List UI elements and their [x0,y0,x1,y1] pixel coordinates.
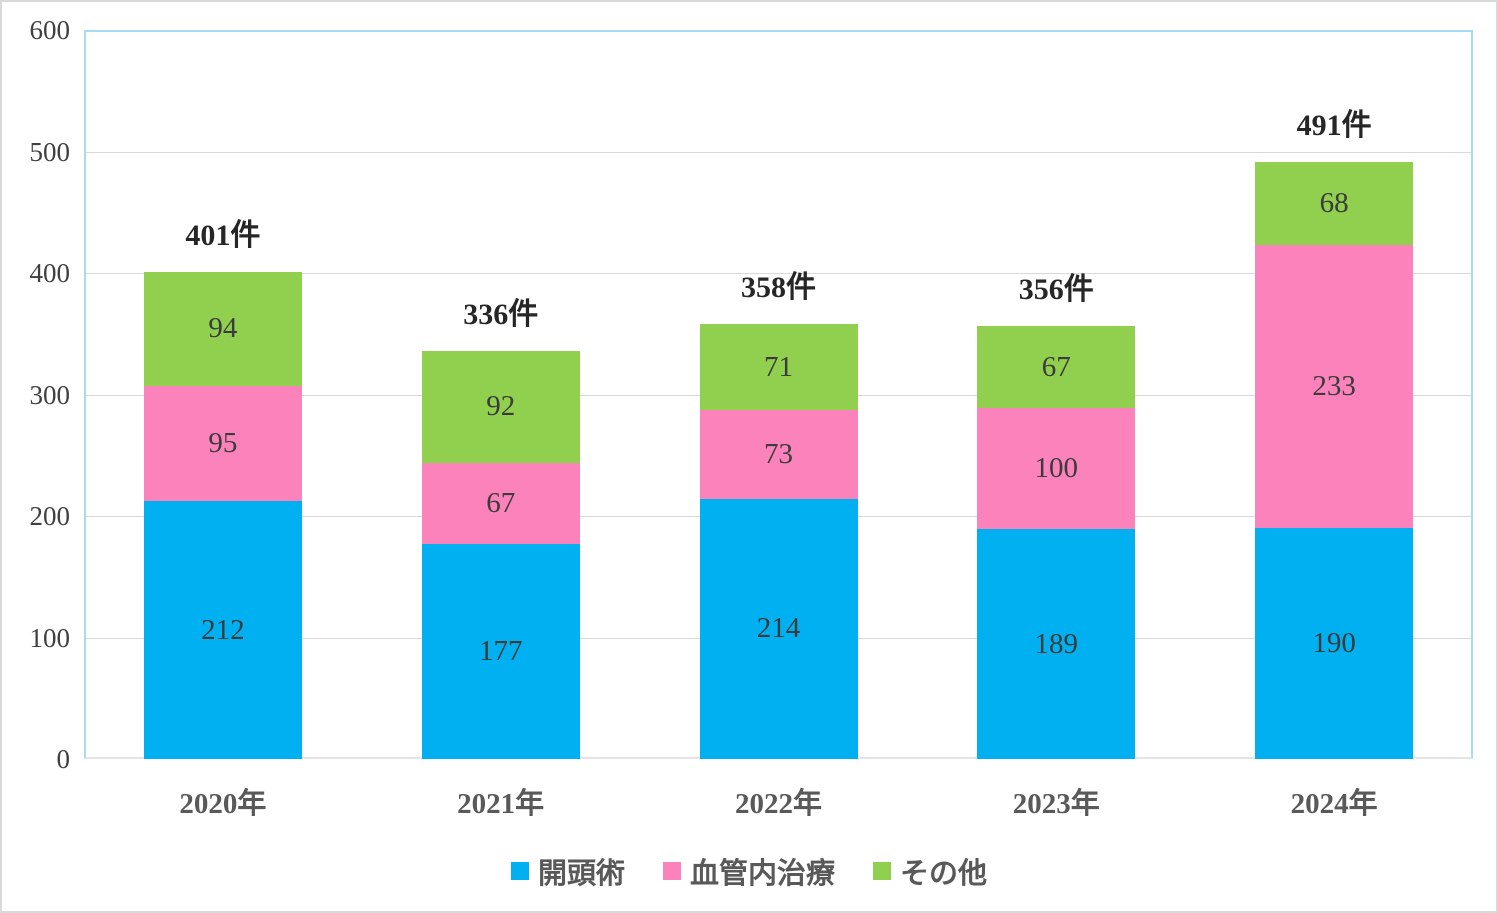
total-label: 491件 [1214,108,1454,144]
legend-label: 開頭術 [537,858,625,890]
x-category-label: 2023年 [1012,788,1100,820]
legend: 開頭術 血管内治療 その他 [2,850,1496,892]
segment-value-label: 177 [478,634,523,667]
segment-value-label: 95 [208,427,238,460]
segment-value-label: 190 [1312,627,1356,660]
segment-value-label: 67 [1041,350,1071,383]
bar-segment-開頭術: 212 [143,501,302,759]
x-category-label: 2024年 [1290,788,1378,820]
legend-swatch-icon [873,862,891,880]
x-category-label: 2021年 [457,788,545,820]
y-tick-label: 300 [29,379,71,410]
gridline [86,151,1471,153]
total-unit: 件 [508,297,539,331]
y-tick-label: 400 [29,258,71,288]
y-tick-label: 100 [29,622,71,653]
legend-swatch-icon [662,862,681,880]
bar-segment-その他: 92 [421,350,580,463]
bar-segment-開頭術: 189 [977,529,1136,759]
bar-segment-血管内治療: 233 [1255,245,1414,529]
legend-label: 血管内治療 [689,858,835,890]
bar-segment-その他: 68 [1255,162,1414,246]
bar-segment-血管内治療: 95 [143,385,302,502]
legend-label: その他 [900,858,988,890]
total-label: 356件 [936,272,1176,308]
legend-swatch-icon [510,862,529,880]
bar-segment-その他: 67 [977,326,1136,408]
y-tick-label: 600 [29,15,71,45]
x-category-label: 2020年 [179,788,267,820]
total-value: 358 [741,271,786,305]
bar-segment-開頭術: 214 [699,498,858,759]
segment-value-label: 92 [486,390,516,423]
legend-item-その他: その他 [873,850,987,892]
segment-value-label: 68 [1319,187,1349,220]
legend-item-血管内治療: 血管内治療 [662,850,835,892]
plot-area: 212 95 94 177 67 92 214 73 71 189 100 67 190 233 68 [84,30,1473,759]
segment-value-label: 212 [201,613,245,646]
bar-segment-開頭術: 177 [421,543,580,759]
bar-segment-その他: 94 [143,271,302,386]
total-value: 356 [1018,273,1064,307]
bar-segment-血管内治療: 100 [977,407,1136,530]
y-tick-label: 0 [56,744,71,774]
segment-value-label: 214 [756,612,801,645]
y-tick-label: 200 [29,501,71,531]
total-unit: 件 [1341,109,1372,143]
x-category-label: 2022年 [734,788,822,820]
gridline [86,273,1471,274]
total-unit: 件 [786,271,816,305]
total-label: 358件 [659,270,899,306]
total-value: 401 [185,218,231,252]
bar-segment-その他: 71 [699,324,858,411]
total-unit: 件 [1063,273,1094,307]
legend-item-開頭術: 開頭術 [510,850,625,892]
segment-value-label: 100 [1034,452,1079,485]
segment-value-label: 71 [764,350,793,383]
segment-value-label: 94 [208,312,238,345]
bar-segment-血管内治療: 73 [699,410,858,499]
bar-segment-血管内治療: 67 [421,462,580,544]
bar-segment-開頭術: 190 [1255,528,1414,759]
total-label: 401件 [103,218,343,254]
total-value: 336 [463,297,509,331]
total-value: 491 [1296,109,1342,143]
total-label: 336件 [381,297,621,333]
segment-value-label: 233 [1312,370,1356,403]
segment-value-label: 73 [764,438,793,471]
y-tick-label: 500 [29,136,71,167]
segment-value-label: 189 [1034,627,1079,660]
total-unit: 件 [230,218,261,252]
segment-value-label: 67 [486,486,516,519]
